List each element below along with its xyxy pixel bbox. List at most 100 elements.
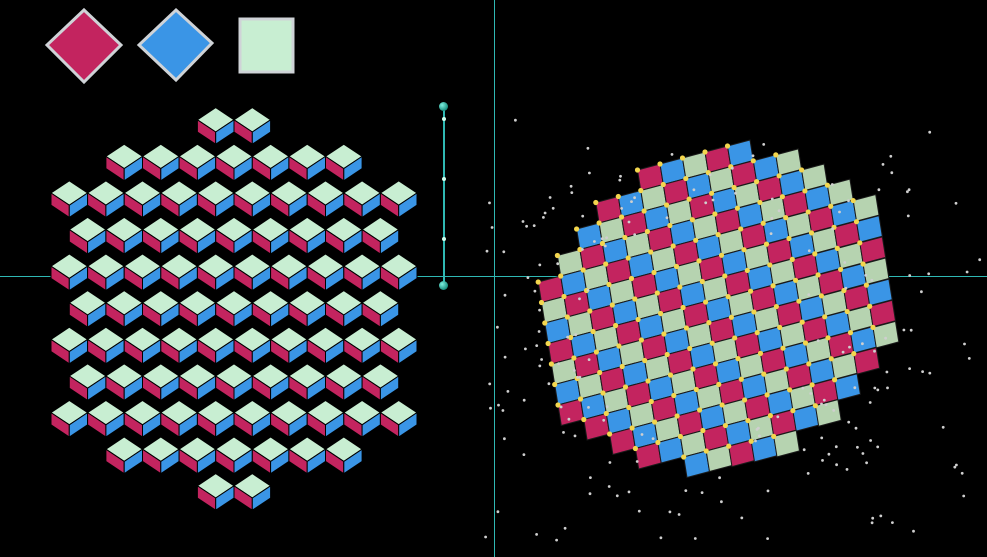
vertex-ball bbox=[754, 179, 760, 185]
vertex-ball bbox=[619, 363, 625, 370]
grid-point bbox=[586, 146, 590, 150]
grid-point bbox=[907, 188, 911, 192]
grid-point bbox=[740, 516, 744, 520]
grid-point bbox=[704, 201, 708, 205]
grid-point bbox=[535, 344, 539, 347]
vertex-ball bbox=[554, 252, 561, 259]
grid-point bbox=[751, 154, 755, 158]
vertex-ball bbox=[603, 410, 609, 417]
magenta-face bbox=[869, 299, 897, 328]
vertex-ball bbox=[679, 155, 686, 161]
grid-point bbox=[586, 288, 590, 292]
grid-point bbox=[861, 452, 865, 455]
vertex-ball bbox=[651, 269, 657, 276]
slider-track[interactable] bbox=[443, 107, 445, 286]
grid-point bbox=[538, 263, 542, 267]
grid-point bbox=[542, 216, 545, 219]
vertex-ball bbox=[683, 325, 690, 331]
vertex-ball bbox=[773, 152, 779, 158]
vertex-ball bbox=[664, 202, 670, 208]
grid-point bbox=[576, 376, 579, 379]
grid-point bbox=[890, 171, 894, 175]
grid-point bbox=[627, 490, 631, 494]
grid-point bbox=[821, 459, 824, 462]
vertex-ball bbox=[789, 256, 795, 262]
grid-point bbox=[607, 485, 611, 488]
grid-point bbox=[770, 197, 774, 201]
mint-square-swatch[interactable] bbox=[238, 17, 295, 74]
vertex-ball bbox=[603, 261, 609, 267]
vertex-ball bbox=[748, 438, 754, 444]
vertex-ball bbox=[822, 314, 828, 320]
grid-point bbox=[827, 452, 831, 456]
grid-point bbox=[700, 491, 704, 494]
vertex-ball bbox=[802, 340, 809, 346]
vertex-ball bbox=[709, 190, 715, 196]
grid-point bbox=[587, 406, 590, 409]
grid-point bbox=[870, 521, 874, 525]
grid-point bbox=[566, 335, 569, 339]
slider-top-handle[interactable] bbox=[439, 102, 448, 111]
vertex-ball bbox=[558, 273, 564, 279]
slider-tick bbox=[442, 237, 446, 241]
vertex-ball bbox=[796, 298, 802, 304]
vertex-ball bbox=[776, 173, 782, 179]
grid-point bbox=[569, 184, 573, 188]
grid-point bbox=[502, 250, 506, 254]
vertex-ball bbox=[629, 425, 635, 431]
vertex-ball bbox=[760, 220, 766, 226]
grid-point bbox=[870, 278, 874, 282]
vertex-ball bbox=[600, 390, 606, 396]
blue-rhombus-swatch[interactable] bbox=[136, 7, 215, 83]
vertex-ball bbox=[628, 275, 635, 282]
grid-point bbox=[869, 439, 872, 442]
vertex-ball bbox=[690, 366, 696, 372]
grid-point bbox=[547, 382, 551, 386]
vertex-ball bbox=[538, 299, 545, 306]
grid-point bbox=[538, 308, 541, 312]
grid-point bbox=[615, 494, 619, 498]
grid-point bbox=[734, 191, 737, 195]
grid-point bbox=[540, 358, 543, 361]
vertex-ball bbox=[555, 402, 561, 408]
slider-bottom-handle[interactable] bbox=[439, 281, 448, 290]
grid-point bbox=[831, 227, 834, 231]
vertex-ball bbox=[635, 316, 641, 323]
grid-point bbox=[537, 330, 541, 333]
slider-tick bbox=[442, 117, 446, 121]
grid-point bbox=[876, 388, 880, 392]
vertex-ball bbox=[599, 240, 606, 247]
grid-point bbox=[489, 406, 492, 410]
grid-point bbox=[963, 342, 966, 346]
vertex-ball bbox=[593, 199, 599, 206]
vertex-ball bbox=[686, 196, 692, 202]
vertical-guide-line bbox=[494, 0, 495, 557]
vertex-ball bbox=[783, 215, 789, 221]
vertex-ball bbox=[725, 294, 731, 300]
vertex-ball bbox=[577, 246, 583, 253]
vertex-ball bbox=[745, 417, 751, 424]
vertex-ball bbox=[780, 345, 786, 351]
vertex-ball bbox=[674, 413, 680, 419]
grid-point bbox=[886, 386, 889, 390]
grid-point bbox=[659, 536, 663, 540]
vertex-ball bbox=[683, 175, 689, 182]
grid-point bbox=[824, 403, 828, 406]
grid-point bbox=[978, 258, 982, 262]
vertex-ball bbox=[699, 278, 705, 285]
magenta-rhombus-swatch[interactable] bbox=[44, 7, 124, 85]
vertex-ball bbox=[773, 303, 780, 310]
grid-point bbox=[538, 364, 542, 368]
vertex-ball bbox=[812, 403, 819, 409]
grid-point bbox=[670, 153, 674, 156]
blue-tile bbox=[398, 192, 418, 219]
grid-point bbox=[861, 342, 864, 346]
vertex-ball bbox=[535, 279, 541, 285]
grid-point bbox=[877, 188, 881, 192]
grid-point bbox=[588, 171, 591, 175]
grid-point bbox=[562, 431, 565, 434]
vertex-ball bbox=[564, 314, 570, 320]
